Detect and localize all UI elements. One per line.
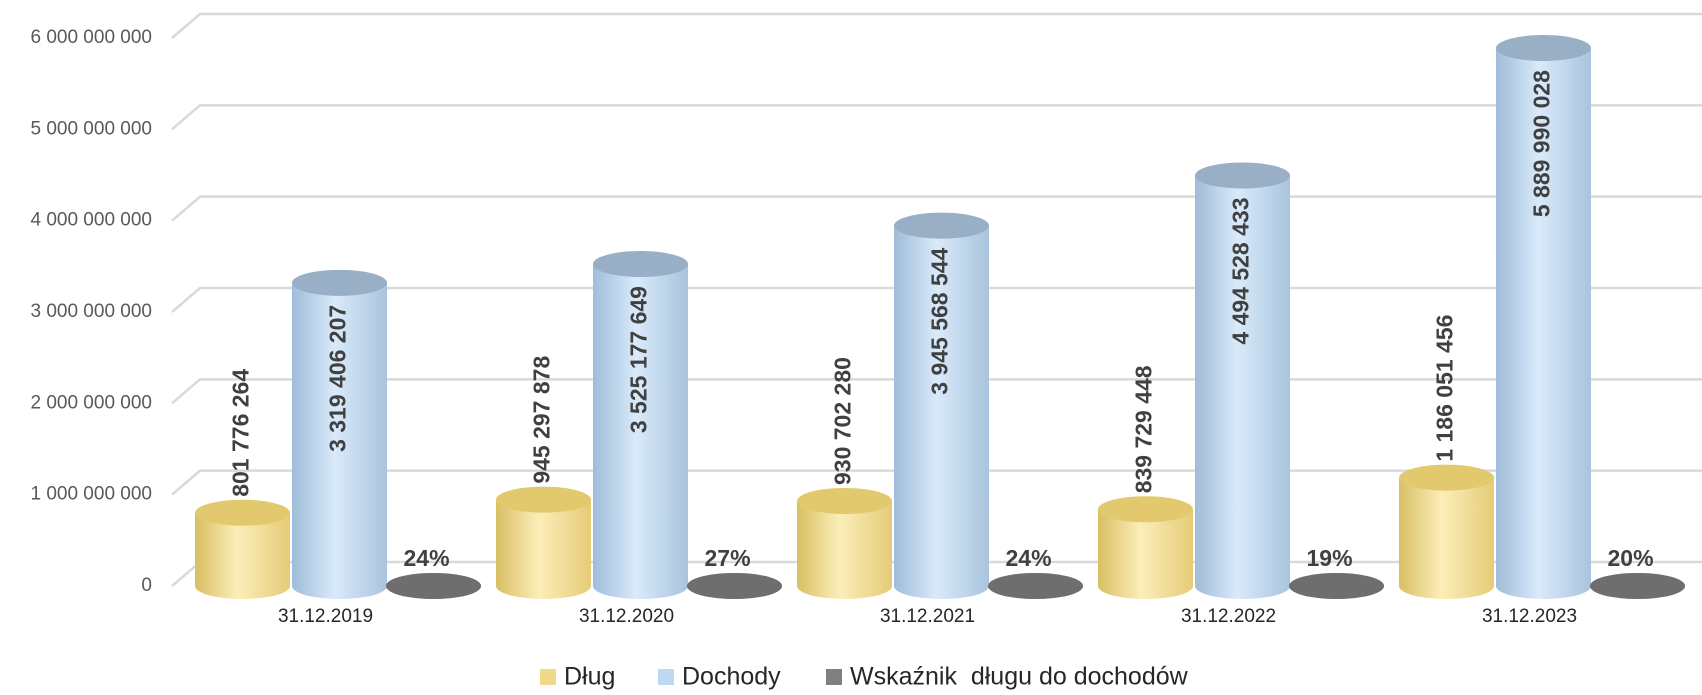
cylinder-top [292, 269, 387, 296]
cylinder [988, 573, 1083, 599]
y-tick-label: 3 000 000 000 [30, 301, 152, 322]
cylinder [386, 573, 481, 599]
cylinder [1098, 496, 1193, 599]
legend-swatch [826, 669, 842, 685]
y-tick-label: 5 000 000 000 [30, 118, 152, 139]
cylinder [593, 251, 688, 599]
cylinder-top [1098, 496, 1193, 523]
cylinder [292, 269, 387, 599]
cylinder [797, 487, 892, 599]
y-tick-label: 2 000 000 000 [30, 392, 152, 413]
cylinder-body [1496, 48, 1591, 586]
y-tick-label: 0 [141, 575, 152, 596]
value-label: 3 525 177 649 [626, 286, 652, 433]
cylinder-top [894, 212, 989, 239]
cylinder-body [797, 500, 892, 586]
y-tick-label: 1 000 000 000 [30, 484, 152, 505]
cylinder-body [292, 282, 387, 586]
value-label: 19% [1307, 545, 1353, 571]
cylinder [1496, 35, 1591, 599]
y-tick-label: 4 000 000 000 [30, 210, 152, 231]
cylinder-top [195, 499, 290, 526]
y-tick-label: 6 000 000 000 [30, 27, 152, 48]
value-label: 839 729 448 [1131, 365, 1157, 493]
cylinder-top [1590, 573, 1685, 599]
cylinder [1399, 464, 1494, 599]
value-label: 5 889 990 028 [1529, 70, 1555, 217]
value-label: 801 776 264 [228, 369, 254, 497]
value-label: 930 702 280 [830, 357, 856, 485]
value-label: 3 319 406 207 [325, 305, 351, 452]
cylinder-top [496, 486, 591, 513]
value-label: 24% [404, 545, 450, 571]
x-tick-label: 31.12.2020 [579, 606, 674, 627]
cylinder [1289, 573, 1384, 599]
legend-label: Wskaźnik długu do dochodów [850, 663, 1189, 691]
value-label: 1 186 051 456 [1432, 315, 1458, 462]
legend-label: Dochody [682, 663, 781, 691]
cylinder [1590, 573, 1685, 599]
cylinder-top [1289, 573, 1384, 599]
legend-swatch [540, 669, 556, 685]
cylinder-top [1195, 162, 1290, 189]
cylinder-body [496, 499, 591, 586]
value-label: 945 297 878 [529, 356, 555, 484]
cylinder-top [687, 573, 782, 599]
legend-swatch [658, 669, 674, 685]
cylinder-top [988, 573, 1083, 599]
value-label: 24% [1006, 545, 1052, 571]
x-tick-label: 31.12.2022 [1181, 606, 1276, 627]
value-label: 3 945 568 544 [927, 247, 953, 394]
legend-label: Dług [564, 663, 615, 691]
value-label: 4 494 528 433 [1228, 197, 1254, 344]
cylinder [1195, 162, 1290, 599]
cylinder-top [386, 573, 481, 599]
cylinder-body [1195, 175, 1290, 586]
cylinder-top [1399, 464, 1494, 491]
x-tick-label: 31.12.2019 [278, 606, 373, 627]
value-label: 27% [705, 545, 751, 571]
grid-line [171, 12, 1702, 39]
cylinder [687, 573, 782, 599]
value-label: 20% [1608, 545, 1654, 571]
x-tick-label: 31.12.2021 [880, 606, 975, 627]
cylinder-top [593, 251, 688, 278]
cylinder [195, 499, 290, 599]
cylinder [496, 486, 591, 599]
cylinder-top [1496, 35, 1591, 62]
cylinder-body [894, 225, 989, 587]
cylinder-top [797, 487, 892, 514]
x-tick-label: 31.12.2023 [1482, 606, 1577, 627]
cylinder-body [593, 264, 688, 586]
cylinder [894, 212, 989, 599]
cylinder-body [1399, 477, 1494, 586]
grid-line [171, 104, 1702, 131]
